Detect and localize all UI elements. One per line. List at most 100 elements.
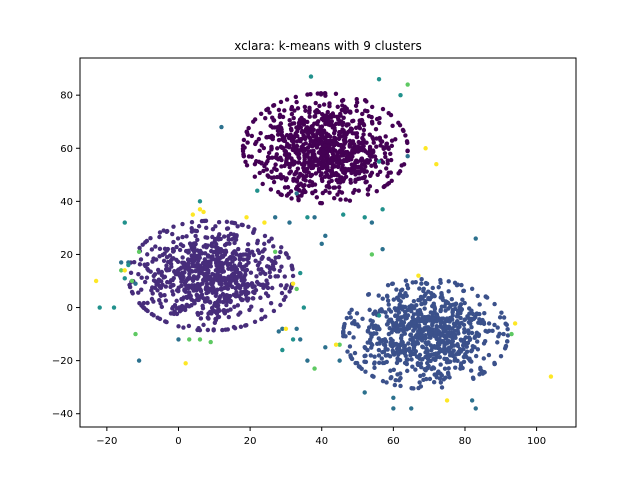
scatter-point-cluster-1 [222,298,228,303]
scatter-point-cluster-1 [278,249,283,255]
scatter-point-cluster-0 [343,197,349,202]
scatter-point-cluster-0 [288,189,294,194]
scatter-point-cluster-1 [259,256,264,262]
scatter-point-cluster-0 [274,125,280,130]
scatter-point-cluster-2 [372,361,377,366]
scatter-point-cluster-3 [369,220,375,225]
scatter-point-cluster-2 [424,376,429,382]
scatter-point-cluster-1 [149,247,155,252]
scatter-point-cluster-0 [349,126,355,132]
scatter-point-cluster-0 [294,139,300,144]
scatter-point-cluster-1 [253,258,258,263]
scatter-point-cluster-0 [326,183,331,188]
scatter-point-cluster-2 [412,306,417,311]
scatter-point-cluster-2 [369,322,375,327]
scatter-point-cluster-3 [294,191,299,196]
scatter-point-cluster-1 [151,256,156,261]
scatter-point-cluster-2 [431,366,437,371]
scatter-point-cluster-2 [470,344,475,349]
scatter-point-cluster-1 [179,265,184,270]
scatter-point-cluster-1 [216,314,222,320]
scatter-point-cluster-2 [434,313,439,318]
scatter-point-cluster-6 [512,321,518,326]
scatter-point-cluster-0 [344,122,350,127]
scatter-point-cluster-2 [408,332,413,338]
scatter-point-cluster-2 [408,349,414,355]
scatter-point-cluster-2 [352,350,358,356]
scatter-point-cluster-1 [149,311,155,317]
scatter-point-cluster-2 [469,286,475,291]
scatter-point-cluster-1 [220,327,225,333]
scatter-point-cluster-1 [145,308,150,314]
scatter-point-cluster-5 [337,342,342,347]
scatter-point-cluster-2 [468,321,473,326]
scatter-point-cluster-1 [250,284,255,290]
scatter-point-cluster-1 [255,240,260,246]
scatter-point-cluster-1 [189,219,195,225]
scatter-point-cluster-0 [286,155,292,160]
scatter-point-cluster-2 [385,298,391,303]
scatter-point-cluster-1 [215,254,220,260]
scatter-point-cluster-0 [354,108,359,114]
scatter-point-cluster-2 [442,366,448,371]
scatter-point-cluster-2 [387,325,392,331]
scatter-point-cluster-1 [224,241,229,246]
scatter-point-cluster-2 [426,296,431,302]
scatter-point-cluster-0 [323,113,329,119]
scatter-point-cluster-2 [405,313,411,318]
scatter-point-cluster-2 [391,350,396,355]
scatter-point-cluster-0 [257,148,262,154]
scatter-point-cluster-2 [414,311,420,316]
scatter-point-cluster-0 [356,139,361,145]
scatter-point-cluster-2 [459,307,464,313]
scatter-point-cluster-1 [205,315,211,320]
scatter-point-cluster-2 [447,319,452,324]
scatter-point-cluster-3 [176,337,181,342]
scatter-point-cluster-1 [153,244,158,249]
scatter-point-cluster-2 [482,370,487,375]
scatter-point-cluster-4 [111,305,117,310]
scatter-point-cluster-0 [302,162,307,168]
scatter-point-cluster-2 [405,357,410,362]
scatter-point-cluster-2 [367,307,372,313]
scatter-point-cluster-2 [447,330,452,335]
scatter-point-cluster-0 [277,112,283,118]
scatter-point-cluster-0 [265,159,270,164]
scatter-point-cluster-1 [258,271,263,276]
scatter-point-cluster-3 [305,358,310,363]
scatter-point-cluster-2 [468,368,474,373]
scatter-point-cluster-0 [295,166,301,171]
scatter-point-cluster-1 [243,285,248,291]
scatter-point-cluster-2 [381,342,387,347]
scatter-point-cluster-2 [477,302,482,307]
scatter-point-cluster-2 [433,329,438,335]
scatter-point-cluster-2 [380,296,385,301]
scatter-point-cluster-0 [294,179,300,184]
scatter-point-cluster-1 [279,264,284,269]
scatter-point-cluster-2 [446,372,451,377]
scatter-point-cluster-2 [380,378,386,384]
scatter-point-cluster-1 [210,271,215,277]
scatter-point-cluster-2 [379,356,385,361]
scatter-point-cluster-2 [436,341,441,347]
scatter-point-cluster-2 [385,321,390,327]
scatter-point-cluster-2 [412,326,418,331]
scatter-point-cluster-0 [317,103,322,109]
scatter-point-cluster-2 [409,357,414,362]
scatter-point-cluster-1 [137,245,142,251]
scatter-point-cluster-1 [148,269,153,274]
scatter-point-cluster-2 [398,383,403,389]
scatter-point-cluster-2 [397,302,402,308]
scatter-point-cluster-1 [129,289,135,295]
scatter-point-cluster-2 [411,298,417,304]
scatter-point-cluster-2 [452,321,458,327]
scatter-point-cluster-1 [263,314,268,319]
scatter-point-cluster-2 [481,356,486,361]
scatter-point-cluster-0 [371,140,376,145]
scatter-point-cluster-2 [436,369,441,374]
scatter-point-cluster-1 [144,238,150,244]
scatter-point-cluster-0 [401,128,406,134]
scatter-point-cluster-0 [362,175,367,181]
scatter-point-cluster-2 [419,338,425,343]
y-tick-label: 0 [67,303,73,314]
